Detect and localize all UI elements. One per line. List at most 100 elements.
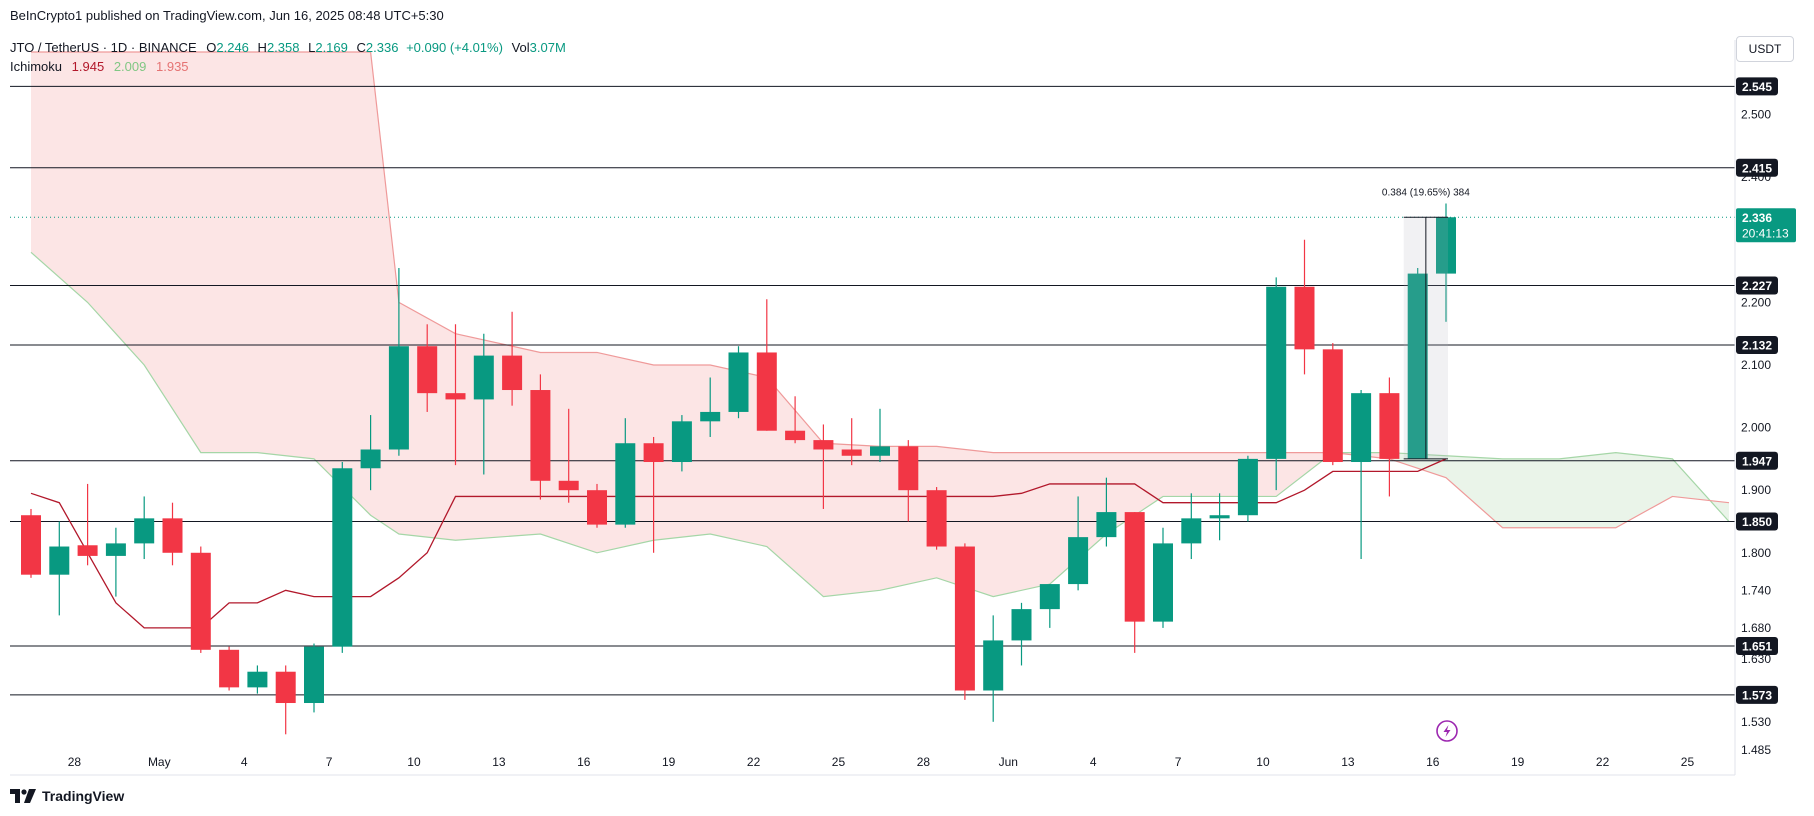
price-axis[interactable]: 2.5002.4002.2002.1002.0001.9001.8001.740… — [1734, 40, 1796, 775]
indicator-legend[interactable]: Ichimoku 1.945 2.009 1.935 — [10, 59, 189, 74]
candle[interactable] — [870, 408, 890, 463]
level-price-label[interactable]: 2.132 — [1736, 335, 1778, 354]
level-price-label[interactable]: 1.850 — [1736, 512, 1778, 531]
candle[interactable] — [898, 440, 919, 522]
candle[interactable] — [134, 496, 155, 560]
candle[interactable] — [1266, 277, 1287, 491]
candle[interactable] — [530, 374, 551, 500]
candle[interactable] — [219, 646, 240, 691]
currency-button[interactable]: USDT — [1736, 36, 1794, 62]
tradingview-logo[interactable]: TradingView — [10, 788, 124, 804]
candle[interactable] — [502, 311, 523, 406]
candle[interactable] — [21, 508, 41, 578]
footer-brand-text: TradingView — [42, 788, 125, 804]
candle-body — [77, 545, 98, 556]
candle[interactable] — [615, 418, 636, 528]
candle[interactable] — [1039, 584, 1060, 628]
candle[interactable] — [1096, 477, 1117, 547]
cloud-bearish-region — [31, 52, 1390, 597]
high-value: 2.358 — [267, 40, 300, 55]
candle[interactable] — [105, 527, 126, 597]
price-tick-label: 2.000 — [1741, 421, 1771, 435]
candle[interactable] — [1181, 493, 1202, 560]
candle[interactable] — [813, 424, 834, 509]
candle[interactable] — [190, 546, 211, 653]
level-price-label[interactable]: 1.573 — [1736, 685, 1778, 704]
candle[interactable] — [247, 665, 268, 694]
candle[interactable] — [671, 415, 692, 472]
candle[interactable] — [473, 333, 494, 475]
candle[interactable] — [49, 521, 70, 616]
candle[interactable] — [388, 267, 409, 456]
candle[interactable] — [785, 396, 806, 444]
candle[interactable] — [587, 483, 607, 528]
level-price-label[interactable]: 2.545 — [1736, 77, 1778, 96]
candle[interactable] — [1237, 455, 1258, 522]
lightning-icon[interactable] — [1436, 720, 1458, 742]
time-tick-label: 16 — [1426, 755, 1440, 769]
time-tick-label: 13 — [492, 755, 506, 769]
time-tick-label: 28 — [917, 755, 931, 769]
level-price-label[interactable]: 2.227 — [1736, 276, 1778, 295]
candle[interactable] — [1379, 377, 1400, 497]
candle[interactable] — [304, 643, 324, 713]
level-price-label[interactable]: 1.651 — [1736, 637, 1778, 656]
level-price-label[interactable]: 2.415 — [1736, 158, 1778, 177]
candle[interactable] — [954, 543, 975, 700]
candle[interactable] — [1153, 527, 1173, 628]
candle[interactable] — [1294, 239, 1315, 375]
candle[interactable] — [700, 377, 721, 437]
candle-body — [247, 671, 268, 688]
candle[interactable] — [643, 436, 664, 553]
price-tick-label: 2.500 — [1741, 108, 1771, 122]
candle-body — [615, 443, 636, 525]
candle[interactable] — [756, 299, 777, 431]
publisher-caption: BeInCrypto1 published on TradingView.com… — [10, 8, 444, 23]
candle[interactable] — [1124, 512, 1145, 653]
candle-body — [1011, 609, 1032, 641]
price-tick-label: 2.200 — [1741, 295, 1771, 309]
candle[interactable] — [1322, 343, 1343, 466]
candle[interactable] — [360, 415, 381, 491]
candle-body — [700, 411, 721, 422]
candle-body — [190, 552, 211, 650]
candle[interactable] — [926, 487, 947, 550]
candle-body — [558, 480, 579, 491]
candle[interactable] — [841, 418, 862, 466]
candle[interactable] — [162, 502, 183, 566]
candle-body — [21, 515, 41, 575]
candle[interactable] — [1011, 602, 1032, 666]
time-tick-label: 13 — [1341, 755, 1355, 769]
candle[interactable] — [332, 462, 353, 653]
candle[interactable] — [1436, 203, 1456, 322]
time-tick-label: 28 — [68, 755, 82, 769]
candle[interactable] — [445, 324, 466, 466]
candlesticks[interactable] — [21, 203, 1456, 735]
kijun-line — [30, 458, 1447, 629]
level-price-label[interactable]: 1.947 — [1736, 451, 1778, 470]
candle[interactable] — [275, 665, 296, 735]
candle[interactable] — [1068, 496, 1089, 591]
candle[interactable] — [558, 408, 579, 503]
candle-body — [275, 671, 296, 704]
level-label-text: 2.132 — [1742, 338, 1772, 352]
candle[interactable] — [1407, 267, 1428, 459]
level-label-box — [1736, 276, 1778, 295]
level-label-box — [1736, 451, 1778, 470]
candle[interactable] — [728, 346, 749, 419]
candle[interactable] — [77, 483, 98, 566]
candle-body — [785, 430, 806, 441]
price-range-measure[interactable]: 0.384 (19.65%) 384 — [1382, 187, 1470, 460]
candle[interactable] — [983, 615, 1004, 722]
time-tick-label: 25 — [832, 755, 846, 769]
candle-body — [388, 346, 409, 450]
time-tick-label: 4 — [241, 755, 248, 769]
candle-body — [473, 355, 494, 400]
price-tick-label: 1.630 — [1741, 652, 1771, 666]
candle[interactable] — [417, 324, 438, 412]
time-axis[interactable]: 28 May 4 7 10 13 16 19 22 25 28 Jun 4 7 10 13 16 19 22 25 — [10, 755, 1735, 776]
candle[interactable] — [1209, 493, 1230, 541]
candle[interactable] — [1351, 390, 1372, 560]
